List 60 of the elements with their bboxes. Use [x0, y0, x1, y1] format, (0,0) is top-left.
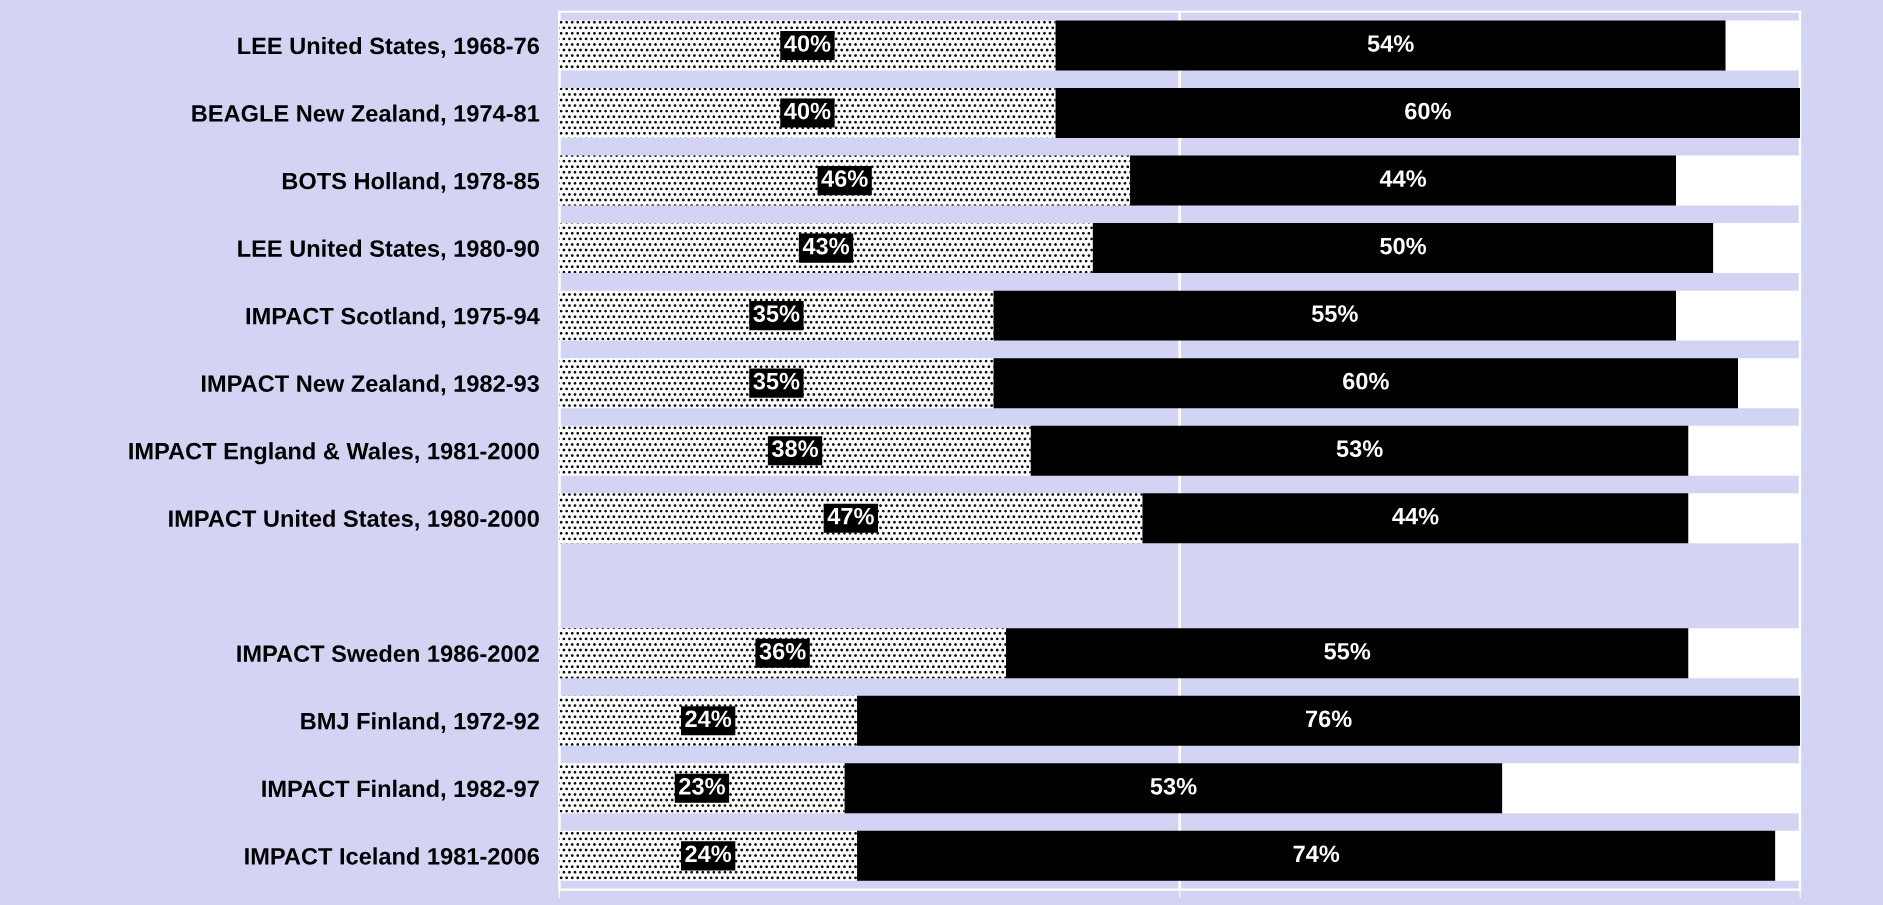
y-tick-label: IMPACT England & Wales, 1981-2000 — [129, 442, 539, 465]
bar — [559, 155, 1131, 206]
bar — [1092, 223, 1714, 274]
data-label: 24% — [685, 710, 732, 728]
bar — [1005, 628, 1689, 679]
bar — [559, 763, 845, 814]
y-tick-label: LEE United States, 1968-76 — [238, 36, 539, 58]
y-tick-label: IMPACT United States, 1980-2000 — [169, 509, 539, 531]
data-label: 40% — [784, 35, 831, 52]
data-label: 47% — [827, 507, 874, 525]
data-label: 54% — [1367, 35, 1414, 52]
data-label: 44% — [1379, 170, 1427, 187]
bar — [559, 493, 1143, 544]
data-label: 38% — [771, 440, 819, 458]
data-label: 50% — [1380, 237, 1427, 255]
y-tick-label: BOTS Holland, 1978-85 — [282, 172, 540, 193]
y-tick-label: IMPACT New Zealand, 1982-93 — [201, 374, 539, 396]
data-label: 43% — [802, 237, 850, 255]
bar — [857, 695, 1801, 746]
data-label: 44% — [1392, 507, 1439, 525]
bar — [559, 695, 858, 746]
data-label: 55% — [1311, 305, 1358, 322]
bar — [559, 223, 1093, 274]
y-tick-label: BEAGLE New Zealand, 1974-81 — [192, 104, 540, 126]
data-label: 60% — [1343, 372, 1389, 390]
y-tick-label: IMPACT Iceland 1981-2006 — [245, 847, 539, 865]
data-label: 53% — [1150, 777, 1197, 795]
bar — [1055, 20, 1726, 71]
bar — [1130, 155, 1677, 206]
y-tick-label: BMJ Finland, 1972-92 — [301, 712, 539, 734]
data-label: 40% — [784, 102, 831, 120]
data-label: 46% — [821, 170, 868, 187]
y-tick-label: LEE United States, 1980-90 — [238, 239, 539, 261]
bar — [844, 763, 1503, 814]
data-label: 35% — [753, 305, 800, 323]
data-label: 60% — [1405, 102, 1451, 120]
bar — [993, 290, 1677, 341]
bar — [559, 88, 1056, 139]
bar — [1030, 425, 1689, 476]
data-label: 55% — [1324, 642, 1371, 660]
data-label: 35% — [753, 372, 800, 390]
data-label: 24% — [685, 845, 732, 863]
data-label: 36% — [759, 642, 806, 660]
data-label: 53% — [1336, 440, 1383, 458]
bar — [559, 628, 1006, 679]
data-label: 76% — [1305, 710, 1352, 728]
bar — [993, 358, 1739, 409]
bar — [559, 20, 1056, 71]
y-tick-label: IMPACT Sweden 1986-2002 — [237, 644, 539, 663]
y-tick-label: IMPACT Finland, 1982-97 — [262, 779, 539, 801]
bar — [559, 830, 858, 881]
bar — [1142, 493, 1689, 544]
data-label: 23% — [679, 777, 725, 795]
bar — [1055, 88, 1801, 139]
bar — [559, 358, 994, 409]
bar — [857, 830, 1776, 881]
bar — [559, 290, 994, 341]
data-label: 74% — [1293, 845, 1340, 863]
y-tick-label: IMPACT Scotland, 1975-94 — [246, 307, 540, 328]
bar — [559, 425, 1031, 476]
